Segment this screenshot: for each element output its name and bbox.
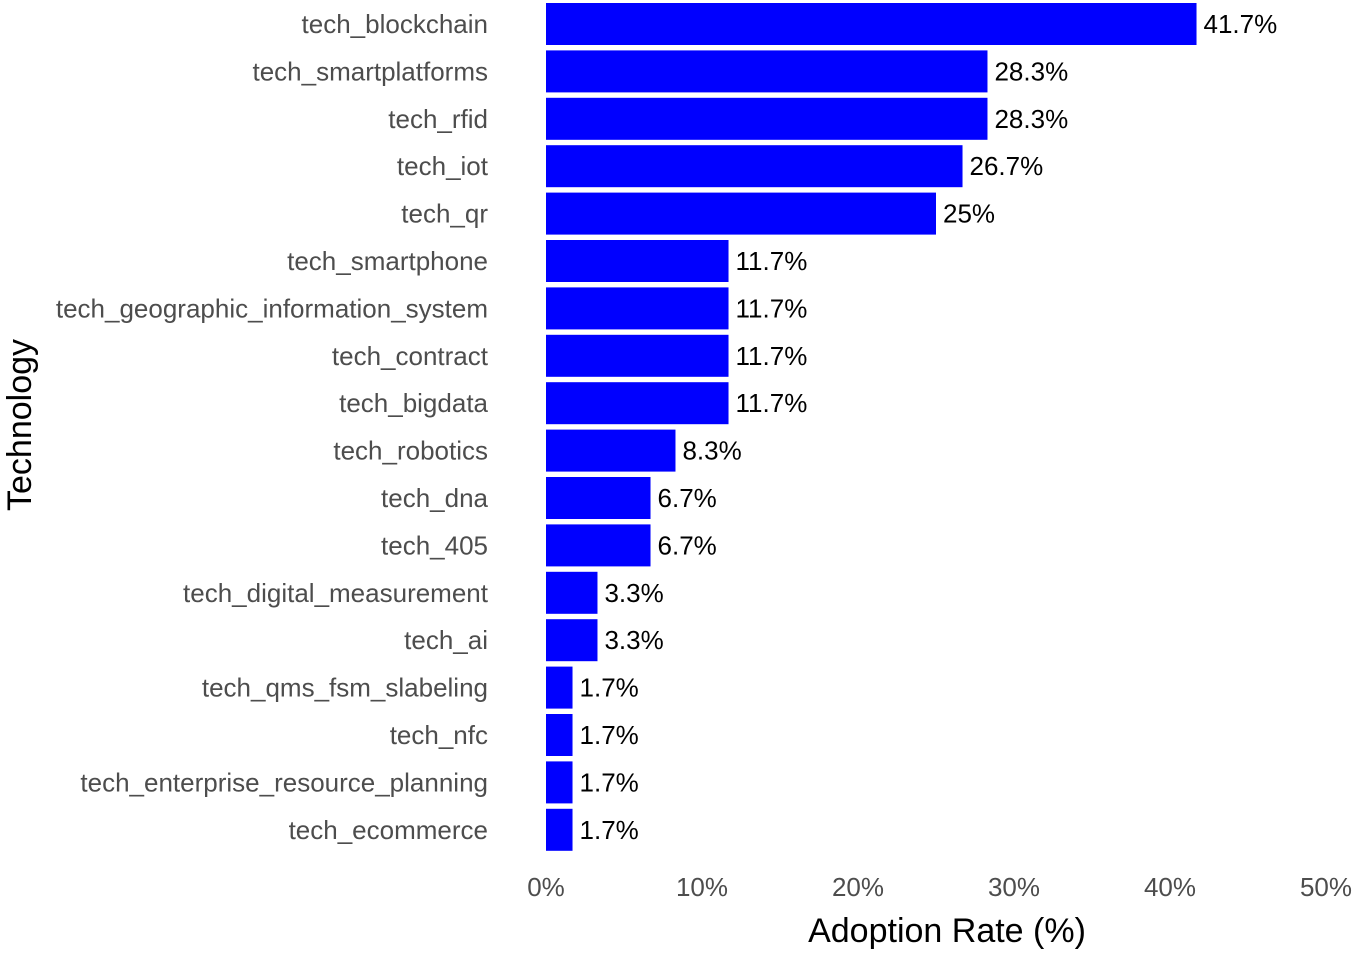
category-label: tech_ai [404,625,488,655]
bar [546,97,988,140]
bar-value-label: 1.7% [580,815,639,845]
bars [546,3,1197,851]
bar [546,334,729,377]
x-axis-ticks: 0% 10% 20% 30% 40% 50% [527,872,1352,902]
bar [546,50,988,93]
category-label: tech_blockchain [302,9,488,39]
category-labels: tech_blockchain tech_smartplatforms tech_r… [56,9,489,845]
x-tick-label: 20% [832,872,884,902]
bar-value-label: 28.3% [994,56,1068,86]
category-label: tech_nfc [390,720,488,750]
x-tick-label: 50% [1300,872,1352,902]
bar-value-label: 6.7% [658,530,717,560]
bar [546,382,729,425]
bar [546,477,651,519]
bar-value-label: 1.7% [580,767,639,797]
bar [546,240,729,282]
bar-value-label: 41.7% [1204,9,1278,39]
category-label: tech_digital_measurement [183,578,489,608]
bar [546,192,936,235]
category-label: tech_qr [401,199,488,229]
bar-value-label: 28.3% [994,104,1068,134]
bar [546,145,963,188]
bar-value-label: 1.7% [580,673,639,703]
bar [546,808,573,851]
bar-value-label: 11.7% [736,341,808,371]
category-label: tech_405 [381,530,488,560]
x-tick-label: 30% [988,872,1040,902]
category-label: tech_smartphone [287,246,488,276]
category-label: tech_smartplatforms [252,56,488,86]
bar [546,666,573,709]
bar-value-label: 3.3% [604,578,663,608]
category-label: tech_geographic_information_system [56,293,488,323]
bar-value-label: 8.3% [682,436,741,466]
y-axis-title: Technology [1,339,39,511]
category-label: tech_iot [397,151,489,181]
category-label: tech_rfid [388,104,488,134]
bar [546,619,598,662]
category-label: tech_bigdata [339,388,488,418]
bar [546,429,676,472]
bar-value-labels: 41.7% 28.3% 28.3% 26.7% 25% 11.7% 11.7% 11.7% 11… [580,9,1278,845]
bar [546,524,651,567]
bar [546,761,573,804]
bar [546,287,729,330]
category-label: tech_dna [381,483,489,513]
bar [546,3,1197,45]
category-label: tech_ecommerce [289,815,488,845]
x-tick-label: 40% [1144,872,1196,902]
x-tick-label: 0% [527,872,565,902]
bar-value-label: 26.7% [970,151,1044,181]
x-axis-title: Adoption Rate (%) [808,912,1086,950]
bar-value-label: 1.7% [580,720,639,750]
category-label: tech_enterprise_resource_planning [80,767,488,797]
bar-value-label: 3.3% [604,625,663,655]
category-label: tech_robotics [333,436,488,466]
x-tick-label: 10% [676,872,728,902]
category-label: tech_contract [332,341,489,371]
bar-value-label: 25% [943,199,995,229]
category-label: tech_qms_fsm_slabeling [202,673,488,703]
bar-value-label: 11.7% [736,293,808,323]
bar [546,571,598,614]
bar [546,714,573,756]
bar-value-label: 6.7% [658,483,717,513]
bar-value-label: 11.7% [736,246,808,276]
bar-value-label: 11.7% [736,388,808,418]
